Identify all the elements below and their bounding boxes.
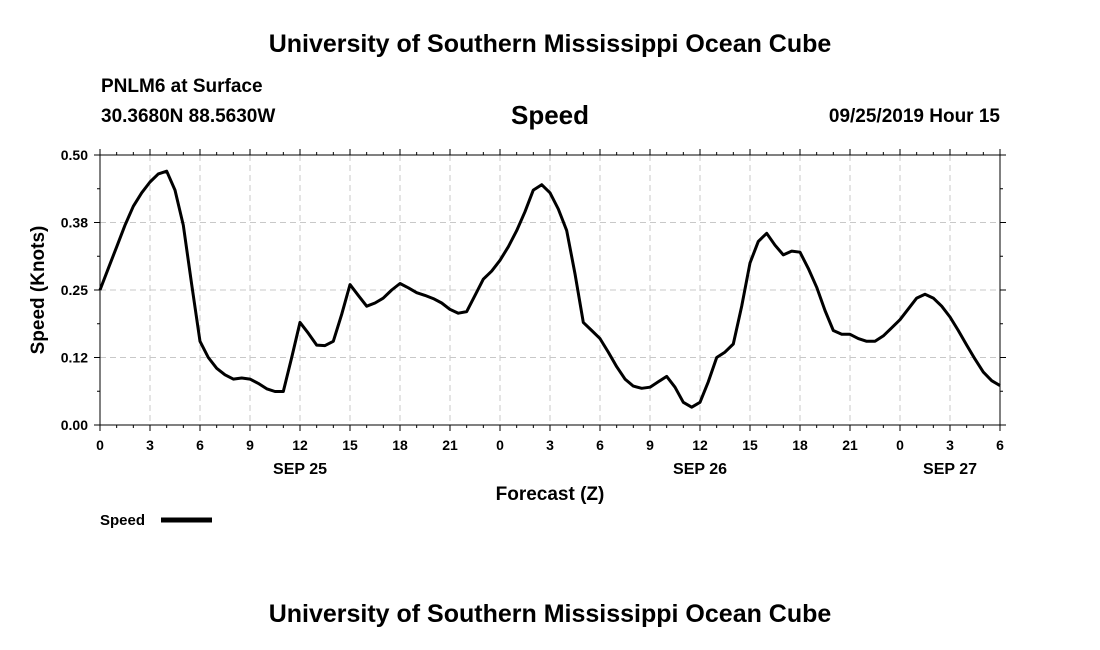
series-layer (98, 169, 1001, 409)
plot-frame (99, 154, 1001, 426)
x-tick-label: 15 (742, 437, 758, 453)
x-tick-label: 0 (96, 437, 104, 453)
x-tick-label: 18 (392, 437, 408, 453)
x-tick-label: 21 (842, 437, 858, 453)
x-tick-label: 6 (596, 437, 604, 453)
coordinates-label: 30.3680N 88.5630W (101, 106, 276, 127)
y-tick-label: 0.00 (61, 417, 88, 433)
chart-title: Speed (510, 100, 590, 130)
x-tick-label: 0 (896, 437, 904, 453)
x-tick-label: 15 (342, 437, 358, 453)
legend-label: Speed (100, 512, 145, 529)
x-tick-label: 12 (692, 437, 708, 453)
date-label: SEP 25 (273, 461, 327, 478)
y-tick-label: 0.50 (61, 147, 88, 163)
date-label: SEP 27 (923, 461, 977, 478)
y-axis-title: Speed (Knots) (28, 226, 49, 355)
bottom-title: University of Southern Mississippi Ocean… (268, 600, 832, 628)
x-tick-label: 21 (442, 437, 458, 453)
x-tick-label: 9 (246, 437, 254, 453)
x-axis-title: Forecast (Z) (496, 484, 605, 505)
label-layer: 0.00 0.12 0.25 0.38 0.50 0 3 6 9 12 15 18 21 0 3 6 9 12 15… (61, 147, 1004, 478)
x-tick-label: 6 (996, 437, 1004, 453)
x-tick-label: 18 (792, 437, 808, 453)
top-title: University of Southern Mississippi Ocean… (268, 30, 832, 58)
datetime-label: 09/25/2019 Hour 15 (828, 106, 1000, 127)
grid-layer (100, 155, 1000, 425)
y-tick-label: 0.38 (61, 215, 88, 231)
y-tick-label: 0.25 (61, 282, 88, 298)
x-tick-label: 6 (196, 437, 204, 453)
x-tick-label: 3 (146, 437, 154, 453)
x-tick-label: 12 (292, 437, 308, 453)
date-label: SEP 26 (673, 461, 727, 478)
speed-series-line (98, 169, 1001, 409)
x-tick-label: 0 (496, 437, 504, 453)
y-tick-label: 0.12 (61, 350, 88, 366)
x-tick-label: 3 (946, 437, 954, 453)
x-tick-label: 3 (546, 437, 554, 453)
x-tick-label: 9 (646, 437, 654, 453)
station-label: PNLM6 at Surface (101, 76, 263, 97)
